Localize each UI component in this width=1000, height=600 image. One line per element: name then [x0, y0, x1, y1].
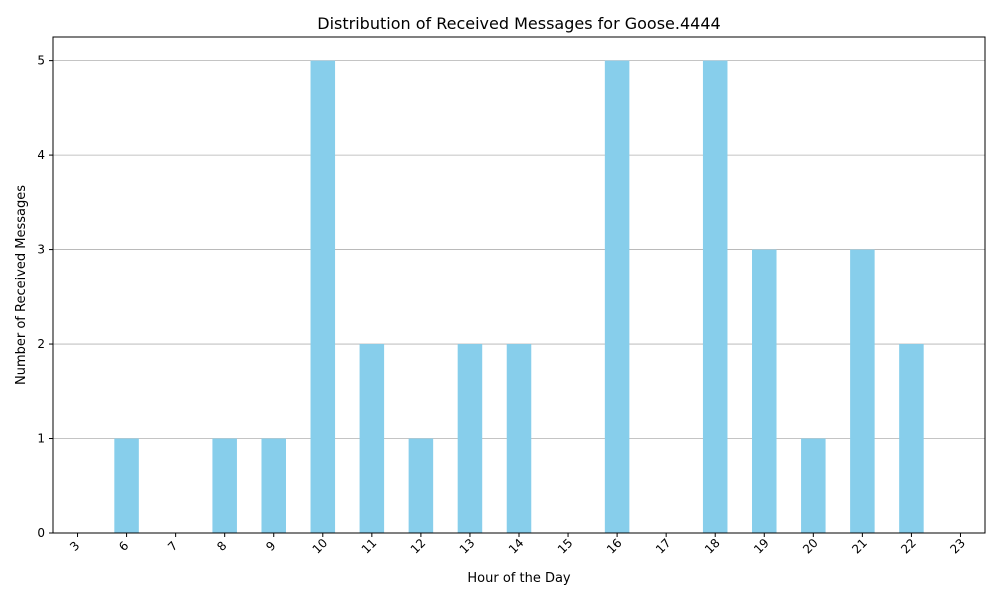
x-tick-label: 17 [653, 536, 674, 557]
x-tick-label: 15 [555, 536, 576, 557]
x-tick-label: 13 [457, 536, 478, 557]
bar [310, 60, 336, 533]
bar [801, 438, 826, 533]
bar [212, 438, 237, 533]
x-tick-label: 14 [506, 536, 527, 557]
x-tick-label: 11 [359, 536, 380, 557]
bar [702, 60, 728, 533]
x-tick-label: 9 [263, 539, 278, 554]
x-tick-label: 12 [408, 536, 429, 557]
bars [114, 60, 924, 534]
x-tick-label: 10 [310, 536, 331, 557]
y-tick-label: 3 [37, 243, 45, 257]
bar [604, 60, 630, 533]
bar [359, 344, 385, 533]
x-tick-label: 8 [214, 539, 229, 554]
x-tick-label: 21 [849, 536, 870, 557]
x-tick-label: 7 [165, 539, 180, 554]
x-tick-label: 23 [947, 536, 968, 557]
y-tick-label: 2 [37, 337, 45, 351]
y-axis-ticks: 0 1 2 3 4 5 [37, 54, 53, 540]
x-axis-label: Hour of the Day [467, 571, 571, 586]
x-tick-label: 3 [67, 539, 82, 554]
y-tick-label: 5 [37, 54, 45, 68]
bar [457, 344, 483, 533]
bar [261, 438, 286, 533]
bar [752, 249, 777, 534]
bar [506, 344, 532, 533]
x-tick-label: 19 [751, 536, 772, 557]
y-tick-label: 1 [37, 432, 45, 446]
x-tick-label: 6 [116, 539, 131, 554]
x-tick-label: 20 [800, 536, 821, 557]
y-tick-label: 0 [37, 526, 45, 540]
y-tick-label: 4 [37, 148, 45, 162]
bar [408, 438, 434, 533]
x-tick-label: 18 [702, 536, 723, 557]
y-axis-label: Number of Received Messages [14, 185, 29, 385]
x-tick-label: 22 [898, 536, 919, 557]
bar [114, 438, 139, 533]
bar [850, 249, 875, 534]
bar [899, 344, 924, 533]
x-tick-label: 16 [604, 536, 625, 557]
y-gridlines [53, 60, 985, 439]
chart-title: Distribution of Received Messages for Go… [317, 14, 720, 33]
x-axis-ticks: 3 6 7 8 9 10 11 12 13 14 15 16 17 18 19 20 21 22 23 [67, 533, 968, 557]
